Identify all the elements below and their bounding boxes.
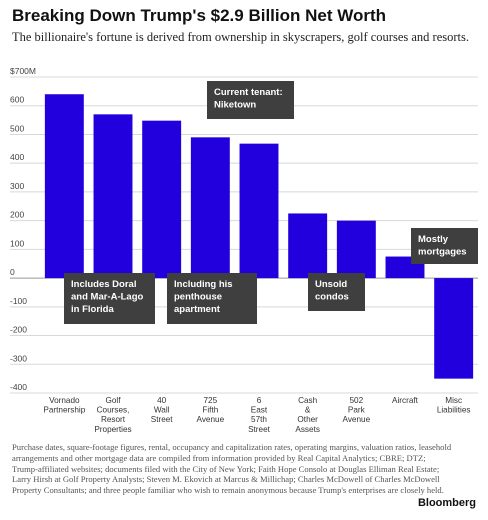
x-tick-label-line: Avenue [197,415,225,424]
x-tick-label-line: Cash [298,396,318,405]
y-tick-label: -100 [10,296,27,306]
x-tick-label-line: 40 [157,396,167,405]
x-tick-label-line: Assets [295,425,320,434]
x-tick-label-line: Properties [94,425,131,434]
x-tick-label: 6 East 57th Street [248,396,271,434]
source-footnote: Purchase dates, square-footage figures, … [12,442,452,496]
annotation-line: penthouse [174,292,222,303]
x-tick-label: Golf Courses, Resort Properties [94,396,131,434]
y-tick-label: 400 [10,152,24,162]
x-tick-label: 502 Park Avenue [343,396,371,424]
x-tick-label-line: Liabilities [437,406,471,415]
annotation-line: Mostly [418,234,449,245]
bar [44,94,84,279]
annotation-text: Mostly mortgages [418,234,467,258]
x-tick-label-line: 57th [251,415,267,424]
x-tick-label-line: Park [348,406,366,415]
annotation-line: and Mar-A-Lago [71,292,144,303]
annotation-line: in Florida [71,304,114,315]
x-tick-label-line: Wall [154,406,170,415]
bar [434,278,474,379]
bar [239,143,279,279]
y-tick-label: -400 [10,382,27,392]
annotations: Current tenant: Niketown Includes Doral and… [64,81,478,324]
x-tick-label-line: Fifth [202,406,218,415]
x-tick-label-line: Misc [445,396,462,405]
x-tick-label: 40 Wall Street [151,396,174,424]
y-tick-label: 300 [10,181,24,191]
annotation-line: mortgages [418,247,467,258]
chart-title: Breaking Down Trump's $2.9 Billion Net W… [12,6,386,25]
x-tick-label-line: Golf [105,396,121,405]
annotation-box [64,273,155,324]
y-tick-label: -300 [10,353,27,363]
annotation-line: Unsold [315,279,347,290]
annotation-line: condos [315,292,349,303]
x-tick-label-line: Street [248,425,271,434]
x-tick-label-line: Courses, [97,406,130,415]
x-tick-label-line: Avenue [343,415,371,424]
annotation-text: Unsold condos [315,279,349,303]
annotation-line: Niketown [214,100,256,111]
bar [93,114,133,279]
x-tick-label: Vornado Partnership [43,396,85,415]
bar [142,120,182,279]
x-tick-label: Misc Liabilities [437,396,471,415]
x-tick-label-line: 502 [349,396,363,405]
x-tick-label-line: Resort [101,415,126,424]
y-tick-label: 600 [10,95,24,105]
category-labels: Vornado Partnership Golf Courses, Resort Prop… [43,396,470,434]
x-tick-label-line: 725 [203,396,217,405]
x-tick-label-line: Partnership [43,406,85,415]
annotation-line: Current tenant: [214,87,283,98]
annotation-line: apartment [174,304,221,315]
annotation-text: Current tenant: Niketown [214,87,283,111]
x-tick-label-line: Other [297,415,318,424]
x-tick-label-line: Aircraft [392,396,419,405]
annotation-line: Includes Doral [71,279,136,290]
bar [336,220,376,279]
bar [190,137,230,279]
y-tick-label: -200 [10,325,27,335]
y-tick-label: $700M [10,66,36,76]
bar [288,213,328,279]
x-tick-label: Aircraft [392,396,419,405]
annotation-box [207,81,294,119]
x-tick-label-line: & [305,406,311,415]
grid-lines: -400 -300 -200 -100 0 100 200 300 400 500 600 $700M [10,66,478,394]
annotation-line: Including his [174,279,233,290]
y-tick-label: 100 [10,238,24,248]
bloomberg-logo: Bloomberg [417,497,476,509]
annotation-box [411,228,478,264]
annotation-box [308,273,365,311]
x-tick-label-line: East [251,406,268,415]
bars [44,94,474,379]
annotation-text: Including his penthouse apartment [174,279,233,315]
y-tick-label: 0 [10,267,15,277]
x-tick-label-line: Street [151,415,174,424]
x-tick-label-line: 6 [257,396,262,405]
y-tick-label: 500 [10,123,24,133]
chart-subtitle: The billionaire's fortune is derived fro… [12,30,469,44]
annotation-text: Includes Doral and Mar-A-Lago in Florida [71,279,144,315]
x-tick-label: Cash & Other Assets [295,396,320,434]
x-tick-label: 725 Fifth Avenue [197,396,225,424]
bar-chart: -400 -300 -200 -100 0 100 200 300 400 500 600 $700M… [10,66,478,434]
y-tick-label: 200 [10,210,24,220]
annotation-box [167,273,257,324]
x-tick-label-line: Vornado [49,396,80,405]
